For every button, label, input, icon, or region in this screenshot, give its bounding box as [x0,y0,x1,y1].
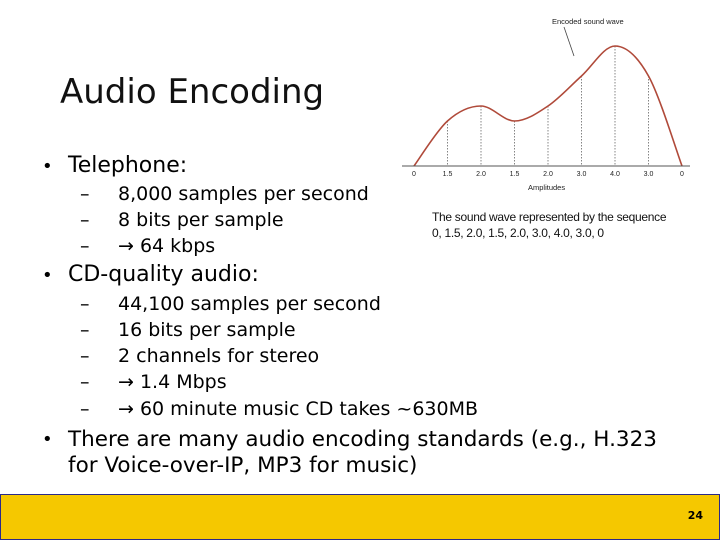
dash-glyph: – [80,345,90,367]
sub-bullet: – 2 channels for stereo [80,343,319,369]
sound-wave-curve [413,45,683,167]
dash-glyph: – [80,319,90,341]
amplitude-tick-label: 3.0 [577,171,587,178]
bullet-text: There are many audio encoding standards … [68,427,657,478]
wave-label: Encoded sound wave [552,17,624,26]
sub-bullet-text: 16 bits per sample [118,319,296,341]
bullet-glyph: • [42,265,53,286]
sub-bullet-text: → 60 minute music CD takes ~630MB [118,398,479,420]
amplitudes-axis-label: Amplitudes [528,183,565,192]
figure-caption: The sound wave represented by the sequen… [432,209,667,241]
bullet-cd-quality: • CD-quality audio: [42,262,259,289]
amplitude-tick-label: 0 [680,171,684,178]
amplitude-tick-label: 4.0 [610,171,620,178]
sub-bullet: – → 64 kbps [80,233,215,259]
sound-wave-chart: Encoded sound wave 0 1.5 2.0 1.5 2.0 3.0 4.0 3.… [402,17,690,192]
bullet-glyph: • [42,429,53,450]
sub-bullet: – → 60 minute music CD takes ~630MB [80,396,478,422]
sub-bullet: – 16 bits per sample [80,317,296,343]
page-number: 24 [687,509,703,522]
dash-glyph: – [80,293,90,315]
bullet-telephone: • Telephone: [42,153,187,180]
dash-glyph: – [80,398,90,420]
bullet-text: Telephone: [68,153,188,178]
sub-bullet-text: → 64 kbps [118,235,216,257]
sub-bullet-text: 44,100 samples per second [118,293,381,315]
amplitude-tick-label: 0 [412,171,416,178]
caption-line-1: The sound wave represented by the sequen… [432,210,667,224]
sub-bullet-text: 8,000 samples per second [118,183,369,205]
dash-glyph: – [80,235,90,257]
bullet-glyph: • [42,156,53,177]
dash-glyph: – [80,209,90,231]
wave-label-pointer [563,26,575,57]
slide-title: Audio Encoding [60,72,325,112]
sub-bullet: – 8,000 samples per second [80,181,369,207]
sub-bullet: – → 1.4 Mbps [80,369,227,395]
amplitude-tick-label: 1.5 [443,171,453,178]
sub-bullet-text: 8 bits per sample [118,209,284,231]
sub-bullet: – 44,100 samples per second [80,291,381,317]
dash-glyph: – [80,183,90,205]
caption-line-2: 0, 1.5, 2.0, 1.5, 2.0, 3.0, 4.0, 3.0, 0 [432,226,604,240]
bullet-standards: • There are many audio encoding standard… [42,427,682,479]
amplitude-tick-label: 2.0 [476,171,486,178]
sub-bullet-text: 2 channels for stereo [118,345,320,367]
sub-bullet-text: → 1.4 Mbps [118,371,227,393]
amplitude-tick-label: 2.0 [543,171,553,178]
amplitude-tick-label: 3.0 [644,171,654,178]
sub-bullet: – 8 bits per sample [80,207,284,233]
bullet-text: CD-quality audio: [68,262,259,287]
amplitude-tick-label: 1.5 [510,171,520,178]
sound-wave-figure: Encoded sound wave 0 1.5 2.0 1.5 2.0 3.0 4.0 3.… [396,8,696,198]
footer-bar: 24 [0,494,720,540]
dash-glyph: – [80,371,90,393]
